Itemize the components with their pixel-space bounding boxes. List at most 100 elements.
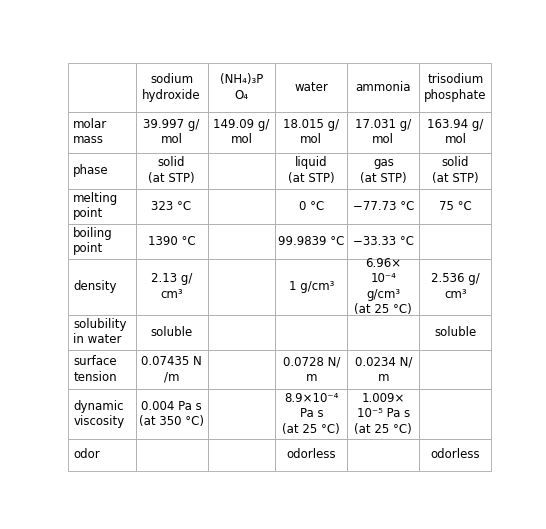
Bar [419, 350, 491, 389]
Bar [135, 63, 207, 112]
Text: solid
(at STP): solid (at STP) [432, 156, 479, 185]
Text: 0.0234 N/
m: 0.0234 N/ m [355, 355, 412, 384]
Bar [419, 188, 491, 224]
Text: water: water [294, 81, 328, 94]
Bar [347, 350, 419, 389]
Text: boiling
point: boiling point [73, 227, 113, 256]
Text: 18.015 g/
mol: 18.015 g/ mol [283, 118, 340, 147]
Text: −77.73 °C: −77.73 °C [353, 199, 414, 213]
Bar [207, 152, 275, 188]
Bar [135, 188, 207, 224]
Text: 0.07435 N
/m: 0.07435 N /m [141, 355, 202, 384]
Bar [419, 389, 491, 439]
Text: 39.997 g/
mol: 39.997 g/ mol [144, 118, 200, 147]
Bar [347, 315, 419, 350]
Bar [68, 63, 135, 112]
Bar [275, 112, 347, 152]
Bar [68, 188, 135, 224]
Bar [347, 152, 419, 188]
Text: melting
point: melting point [73, 192, 118, 220]
Bar [207, 112, 275, 152]
Bar [135, 152, 207, 188]
Text: 163.94 g/
mol: 163.94 g/ mol [427, 118, 484, 147]
Text: 149.09 g/
mol: 149.09 g/ mol [213, 118, 270, 147]
Text: soluble: soluble [151, 325, 193, 339]
Text: 0 °C: 0 °C [299, 199, 324, 213]
Text: odorless: odorless [287, 448, 336, 461]
Text: odorless: odorless [431, 448, 480, 461]
Text: surface
tension: surface tension [73, 355, 117, 384]
Bar [207, 389, 275, 439]
Text: 0.004 Pa s
(at 350 °C): 0.004 Pa s (at 350 °C) [139, 400, 204, 428]
Bar [135, 112, 207, 152]
Bar [275, 350, 347, 389]
Text: dynamic
viscosity: dynamic viscosity [73, 400, 124, 428]
Bar [68, 259, 135, 315]
Bar [419, 112, 491, 152]
Bar [207, 315, 275, 350]
Bar [135, 350, 207, 389]
Bar [68, 389, 135, 439]
Bar [207, 188, 275, 224]
Text: 17.031 g/
mol: 17.031 g/ mol [355, 118, 412, 147]
Bar [275, 224, 347, 259]
Bar [347, 439, 419, 471]
Bar [275, 439, 347, 471]
Text: molar
mass: molar mass [73, 118, 108, 147]
Bar [419, 63, 491, 112]
Text: 8.9×10⁻⁴
Pa s
(at 25 °C): 8.9×10⁻⁴ Pa s (at 25 °C) [282, 392, 340, 436]
Text: 1.009×
10⁻⁵ Pa s
(at 25 °C): 1.009× 10⁻⁵ Pa s (at 25 °C) [354, 392, 412, 436]
Text: sodium
hydroxide: sodium hydroxide [143, 74, 201, 102]
Text: liquid
(at STP): liquid (at STP) [288, 156, 335, 185]
Bar [275, 63, 347, 112]
Text: solubility
in water: solubility in water [73, 318, 127, 346]
Bar [207, 259, 275, 315]
Bar [68, 112, 135, 152]
Text: 99.9839 °C: 99.9839 °C [278, 234, 345, 248]
Bar [68, 152, 135, 188]
Bar [68, 439, 135, 471]
Bar [347, 188, 419, 224]
Bar [207, 439, 275, 471]
Text: 1 g/cm³: 1 g/cm³ [289, 280, 334, 293]
Text: phase: phase [73, 164, 109, 177]
Text: density: density [73, 280, 117, 293]
Bar [419, 224, 491, 259]
Bar [419, 152, 491, 188]
Bar [347, 389, 419, 439]
Bar [68, 315, 135, 350]
Bar [68, 224, 135, 259]
Bar [135, 259, 207, 315]
Text: 1390 °C: 1390 °C [148, 234, 195, 248]
Bar [207, 224, 275, 259]
Text: 323 °C: 323 °C [151, 199, 192, 213]
Bar [207, 350, 275, 389]
Text: soluble: soluble [434, 325, 477, 339]
Bar [347, 224, 419, 259]
Text: 75 °C: 75 °C [439, 199, 472, 213]
Bar [419, 439, 491, 471]
Bar [275, 315, 347, 350]
Bar [275, 188, 347, 224]
Bar [135, 315, 207, 350]
Text: 2.536 g/
cm³: 2.536 g/ cm³ [431, 272, 480, 301]
Bar [207, 63, 275, 112]
Bar [135, 389, 207, 439]
Text: ammonia: ammonia [355, 81, 411, 94]
Bar [419, 315, 491, 350]
Bar [419, 259, 491, 315]
Bar [275, 389, 347, 439]
Bar [347, 259, 419, 315]
Text: 2.13 g/
cm³: 2.13 g/ cm³ [151, 272, 192, 301]
Bar [347, 112, 419, 152]
Text: 0.0728 N/
m: 0.0728 N/ m [283, 355, 340, 384]
Bar [275, 152, 347, 188]
Text: trisodium
phosphate: trisodium phosphate [424, 74, 486, 102]
Bar [275, 259, 347, 315]
Text: odor: odor [73, 448, 100, 461]
Bar [135, 224, 207, 259]
Text: solid
(at STP): solid (at STP) [148, 156, 195, 185]
Text: 6.96×
10⁻⁴
g/cm³
(at 25 °C): 6.96× 10⁻⁴ g/cm³ (at 25 °C) [354, 257, 412, 316]
Bar [135, 439, 207, 471]
Bar [347, 63, 419, 112]
